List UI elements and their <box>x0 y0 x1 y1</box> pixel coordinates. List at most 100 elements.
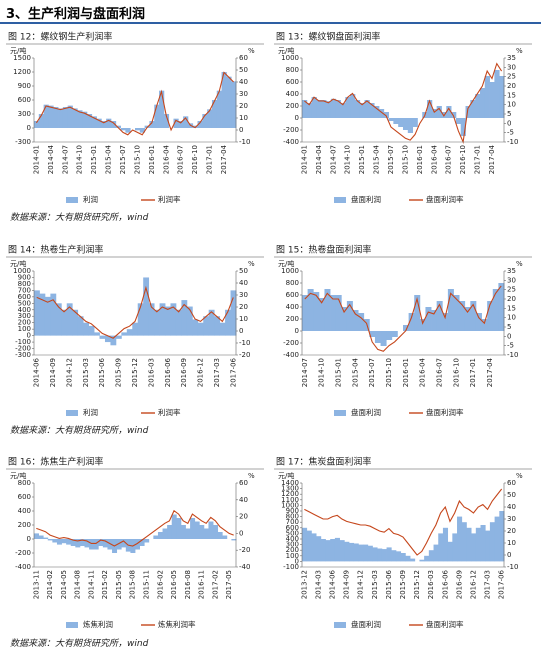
area-bar <box>350 94 356 118</box>
y2-axis-label: % <box>248 472 255 480</box>
area-bar <box>330 539 336 562</box>
y2-tick-label: 20 <box>239 102 248 110</box>
y-tick-label: 900 <box>18 82 31 90</box>
area-bar <box>302 100 308 118</box>
source-note: 数据来源：大有期货研究所，wind <box>10 639 149 649</box>
area-bar <box>324 289 331 331</box>
area-bar <box>135 539 140 550</box>
area-bar <box>231 539 237 541</box>
area-bar <box>428 550 434 562</box>
area-bar <box>383 112 389 118</box>
area-bar <box>306 530 312 562</box>
y-tick-label: 100 <box>18 325 31 333</box>
y-tick-label: 1500 <box>13 54 31 62</box>
area-bar <box>216 90 222 128</box>
area-bar <box>320 539 326 562</box>
legend-label: 盘面利润率 <box>426 619 464 629</box>
legend-swatch <box>334 197 346 203</box>
x-tick-label: 2015-12 <box>131 358 139 387</box>
area-bar <box>460 118 466 136</box>
x-tick-label: 2015-02 <box>101 570 109 599</box>
y-tick-label: 0 <box>295 557 299 565</box>
area-bar <box>498 283 505 331</box>
x-tick-label: 2016-05 <box>170 570 178 599</box>
area-bar <box>154 104 160 128</box>
y2-tick-label: -10 <box>507 351 518 359</box>
area-bar <box>55 303 62 336</box>
area-bar <box>386 331 393 340</box>
legend-swatch <box>334 410 346 416</box>
area-bar <box>369 331 376 337</box>
area-bar <box>94 332 100 336</box>
area-bar <box>341 307 348 331</box>
area-bar <box>307 289 314 331</box>
area-bar <box>367 545 373 562</box>
area-bar <box>471 533 477 562</box>
area-bar <box>86 114 93 128</box>
area-bar <box>494 70 500 118</box>
area-bar <box>484 76 490 118</box>
legend-label: 利润率 <box>158 194 181 204</box>
x-tick-label: 2016-04 <box>419 357 427 387</box>
area-bar <box>226 76 232 128</box>
x-tick-label: 2016-08 <box>184 570 192 599</box>
y2-tick-label: -10 <box>239 339 250 347</box>
y2-tick-label: 0 <box>239 327 243 335</box>
area-bar <box>403 325 410 331</box>
area-bar <box>104 335 111 343</box>
y2-axis-label: % <box>248 47 255 55</box>
y2-tick-label: 40 <box>239 279 248 287</box>
area-bar <box>374 331 381 343</box>
area-bar <box>185 528 191 539</box>
area-bar <box>378 109 385 118</box>
area-bar <box>354 100 361 118</box>
y-tick-label: 400 <box>286 90 299 98</box>
area-bar <box>313 292 320 331</box>
area-bar <box>330 295 337 331</box>
y-axis-label: 元/吨 <box>10 471 26 480</box>
x-tick-label: 2017-06 <box>498 569 506 599</box>
y-tick-label: 0 <box>27 124 31 132</box>
area-bar <box>165 306 171 336</box>
x-tick-label: 2013-11 <box>32 570 40 599</box>
y2-tick-label: 10 <box>507 539 516 547</box>
x-tick-label: 2015-12 <box>413 570 421 599</box>
area-bar <box>192 319 199 336</box>
x-tick-label: 2016-06 <box>441 569 449 599</box>
y2-tick-label: 10 <box>507 314 516 322</box>
y2-tick-label: 0 <box>507 332 511 340</box>
chart-title: 图 17：焦炭盘面利润率 <box>276 456 371 468</box>
area-bar <box>91 116 97 128</box>
area-bar <box>149 121 155 128</box>
y-tick-label: 700 <box>18 286 31 294</box>
x-tick-label: 2014-05 <box>60 570 68 599</box>
x-tick-label: 2017-06 <box>229 357 237 387</box>
area-bar <box>334 537 340 562</box>
legend-label: 炼焦利润 <box>83 619 113 629</box>
area-bar <box>217 532 223 539</box>
area-bar <box>231 81 237 128</box>
area-bar <box>107 539 113 550</box>
area-bar <box>135 128 141 131</box>
y-tick-label: 500 <box>18 299 31 307</box>
area-bar <box>433 544 439 562</box>
area-bar <box>479 88 486 118</box>
x-tick-label: 2016-04 <box>430 144 438 174</box>
area-bar <box>61 309 68 336</box>
x-tick-label: 2014-06 <box>33 357 41 387</box>
area-bar <box>222 535 228 539</box>
area-bar <box>125 128 131 133</box>
y2-tick-label: 15 <box>507 91 516 99</box>
area-bar <box>157 532 163 539</box>
x-tick-label: 2015-10 <box>401 145 409 174</box>
x-tick-label: 2014-07 <box>61 145 69 174</box>
area-bar <box>186 306 193 336</box>
area-bar <box>139 128 146 133</box>
area-bar <box>412 118 418 127</box>
y2-tick-label: -5 <box>507 129 514 137</box>
area-bar <box>459 301 466 331</box>
y2-tick-label: 10 <box>507 101 516 109</box>
area-bar <box>34 533 39 539</box>
area-bar <box>465 106 471 118</box>
